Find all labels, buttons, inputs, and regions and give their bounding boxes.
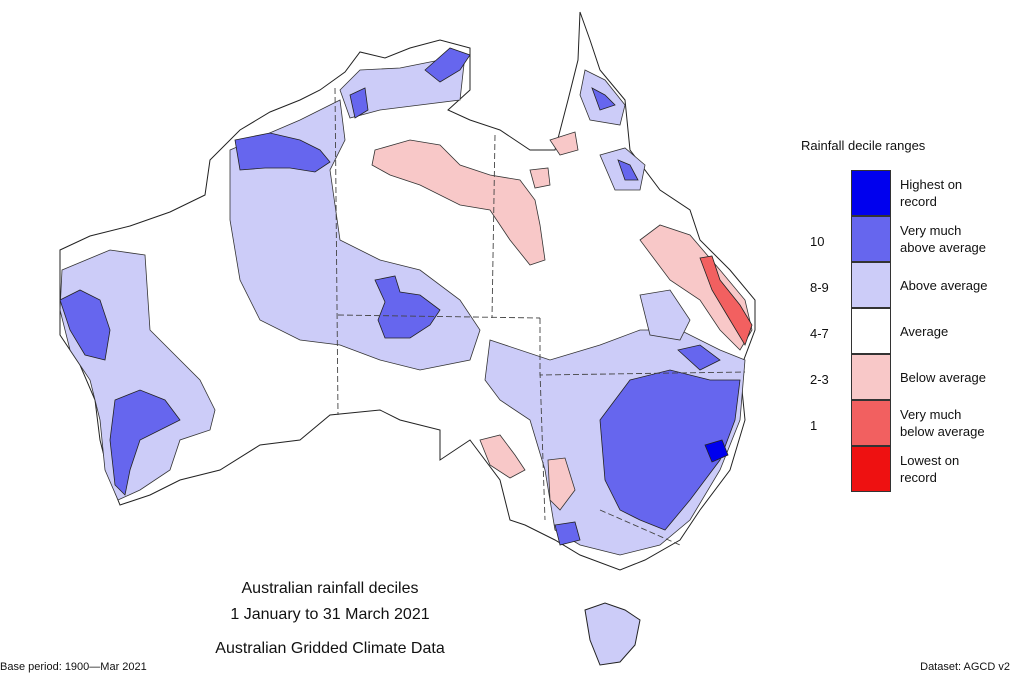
above-avg-qld-mid — [639, 289, 691, 341]
very-much-above-top-end — [349, 87, 369, 119]
wa-border — [334, 87, 339, 416]
below-avg-qld-coast — [639, 224, 753, 351]
very-much-above-qld — [617, 159, 639, 181]
sa-nsw-border — [539, 371, 546, 521]
legend-label: Average — [900, 323, 1008, 340]
very-much-above-arnhem — [424, 47, 471, 83]
legend-swatch — [851, 262, 891, 308]
very-much-below-qld — [699, 255, 753, 346]
legend-swatch — [851, 446, 891, 492]
legend-label-line2: above average — [900, 240, 987, 255]
legend-label: Lowest on record — [900, 452, 1008, 486]
map-data-source: Australian Gridded Climate Data — [215, 640, 445, 657]
legend-label: Highest on record — [900, 176, 1008, 210]
legend-decile: 8-9 — [810, 280, 829, 295]
dataset-note: Dataset: AGCD v2 — [920, 661, 1010, 673]
legend-swatch — [851, 308, 891, 354]
legend-swatch — [851, 354, 891, 400]
legend-swatch — [851, 170, 891, 216]
legend-decile: 2-3 — [810, 372, 829, 387]
base-period-note: Base period: 1900—Mar 2021 — [0, 661, 147, 673]
legend-label: Very much below average — [900, 406, 1008, 440]
very-much-above-cape — [591, 87, 616, 111]
legend-decile: 1 — [810, 418, 818, 433]
below-avg-qld-inland — [529, 167, 551, 189]
below-avg-sa — [479, 434, 526, 479]
nsw-vic-border — [599, 509, 681, 546]
below-avg-nt-qld-band — [371, 139, 546, 266]
map-date-range: 1 January to 31 March 2021 — [230, 606, 430, 623]
legend-label: Above average — [900, 277, 1008, 294]
legend-label: Very much above average — [900, 222, 1008, 256]
legend-label-line1: Above average — [900, 278, 988, 293]
legend-label: Below average — [900, 369, 1008, 386]
legend-label-line2: record — [900, 470, 937, 485]
tasmania-outline — [584, 602, 641, 666]
very-much-above-nsw — [599, 369, 741, 531]
legend-label-line1: Very much — [900, 223, 962, 238]
below-avg-sa-south — [547, 457, 576, 511]
very-much-above-kimberley — [234, 132, 331, 173]
legend-label-line1: Very much — [900, 407, 962, 422]
map-title: Australian rainfall deciles — [241, 580, 419, 597]
very-much-above-sw — [59, 289, 111, 361]
legend-title: Rainfall decile ranges — [801, 138, 926, 153]
legend-label-line1: Highest on — [900, 177, 963, 192]
legend-label-line2: record — [900, 194, 937, 209]
legend-label-line1: Lowest on — [900, 453, 960, 468]
very-much-above-central — [374, 275, 441, 339]
legend-swatch — [851, 400, 891, 446]
nt-qld-border — [491, 134, 496, 319]
legend-decile: 4-7 — [810, 326, 829, 341]
very-much-above-qld-east — [677, 344, 721, 371]
very-much-above-vic — [554, 521, 581, 546]
nt-sa-border — [337, 314, 541, 319]
below-avg-qld-north — [549, 131, 579, 156]
legend-label-line1: Below average — [900, 370, 986, 385]
legend-decile: 10 — [810, 234, 825, 249]
legend-label-line2: below average — [900, 424, 985, 439]
highest-on-record-nsw — [704, 439, 729, 463]
legend-swatch — [851, 216, 891, 262]
legend-label-line1: Average — [900, 324, 949, 339]
very-much-above-sw-coast — [109, 389, 181, 496]
